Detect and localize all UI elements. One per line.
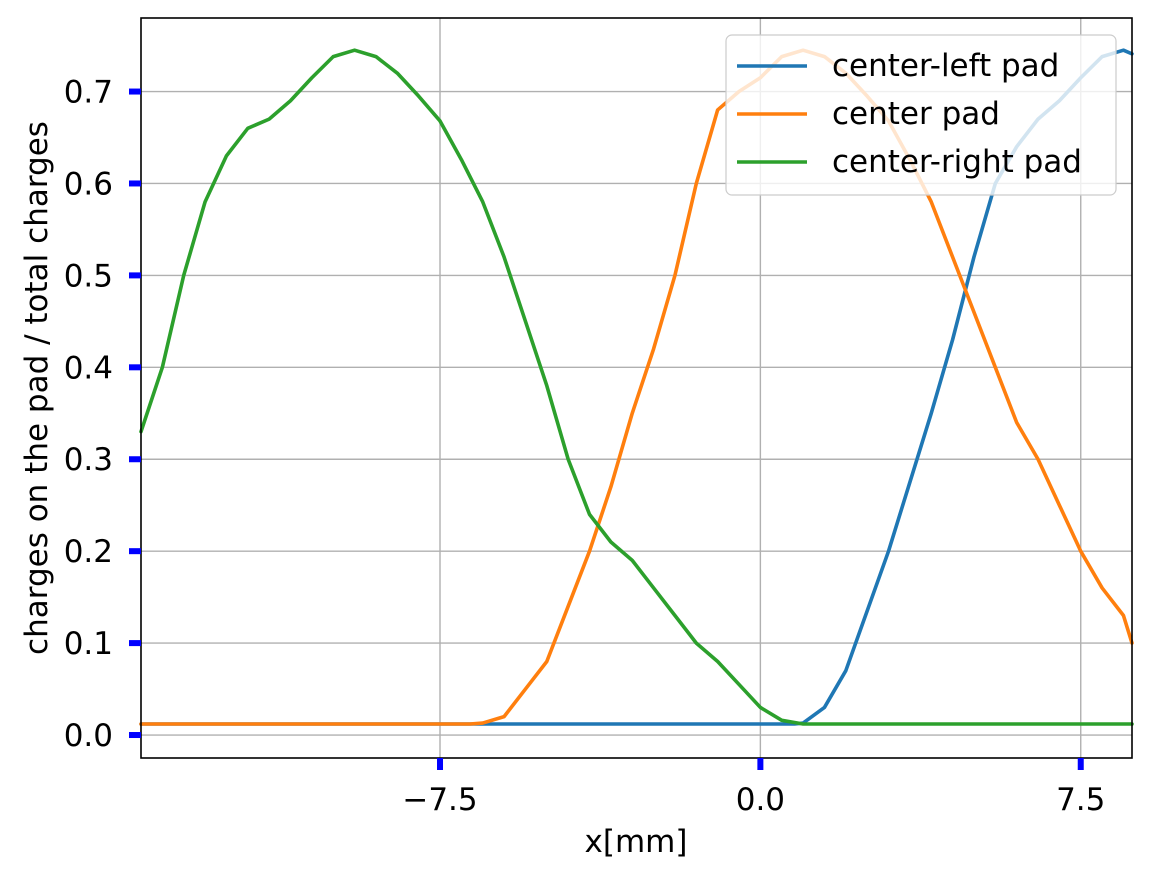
plot-frame <box>140 17 1133 759</box>
y-tick-label-4: 0.4 <box>64 350 113 386</box>
legend-box <box>725 34 1117 196</box>
series-line-center-right-pad <box>139 48 1134 726</box>
legend: center-left pad center pad center-right … <box>725 34 1117 196</box>
y-tick-mark-4 <box>129 364 141 371</box>
y-tick-label-0: 0.0 <box>64 718 113 754</box>
x-tick-label-2: 7.5 <box>1056 782 1105 818</box>
legend-label-center-left-pad: center-left pad <box>832 48 1059 84</box>
x-tick-label-1: 0.0 <box>736 782 785 818</box>
y-tick-mark-1 <box>129 640 141 647</box>
x-tick-label-0: −7.5 <box>402 782 477 818</box>
y-axis-label: charges on the pad / total charges <box>19 121 55 655</box>
y-tick-label-7: 0.7 <box>64 75 113 111</box>
ticks-layer <box>129 88 1084 770</box>
y-tick-label-3: 0.3 <box>64 442 113 478</box>
legend-label-center-pad: center pad <box>832 96 1000 132</box>
y-tick-mark-5 <box>129 272 141 279</box>
y-tick-label-2: 0.2 <box>64 534 113 570</box>
y-tick-label-1: 0.1 <box>64 626 113 662</box>
y-tick-label-5: 0.5 <box>64 258 113 294</box>
y-tick-mark-6 <box>129 180 141 187</box>
x-tick-mark-1 <box>757 758 764 770</box>
x-tick-mark-2 <box>1077 758 1084 770</box>
x-tick-mark-0 <box>437 758 444 770</box>
legend-label-center-right-pad: center-right pad <box>832 144 1082 180</box>
y-tick-mark-2 <box>129 548 141 555</box>
y-tick-label-6: 0.6 <box>64 166 113 202</box>
x-axis-label: x[mm] <box>585 824 688 860</box>
y-tick-mark-0 <box>129 732 141 739</box>
y-tick-mark-3 <box>129 456 141 463</box>
tick-labels-layer: −7.5 0.0 7.5 0.0 0.1 0.2 0.3 0.4 0.5 0.6 0.7 <box>64 75 1106 818</box>
y-tick-mark-7 <box>129 88 141 95</box>
